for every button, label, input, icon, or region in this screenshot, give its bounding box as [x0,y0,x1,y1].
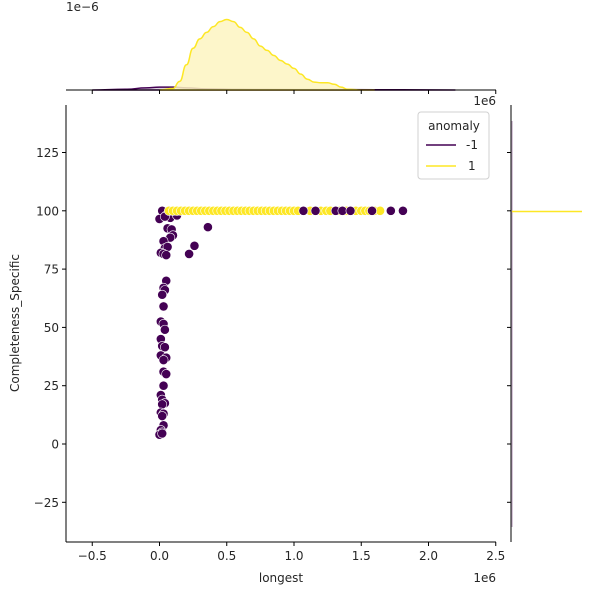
scatter-point [157,399,168,410]
scatter-point [189,240,200,251]
y-axis-ticks: −25 0 25 50 75 100 125 [34,146,66,510]
scatter-point [184,249,194,259]
y-tick-label: 50 [44,321,59,335]
y-tick-label: −25 [34,496,59,510]
scatter-point [367,205,377,216]
y-tick-label: 0 [51,438,59,452]
x-axis-ticks: −0.5 0.0 0.5 1.0 1.5 2.0 2.5 [78,542,505,563]
scatter-point [161,369,172,379]
scatter-point [157,289,168,300]
x-axis-offset-label: 1e6 [473,571,496,585]
top-marginal-ticks [91,90,497,94]
y-tick-label: 75 [44,263,59,277]
scatter-points [154,205,408,440]
legend-label-1: 1 [468,159,476,173]
scatter-point [158,301,169,312]
legend: anomaly -1 1 [417,111,490,180]
scatter-point [158,355,169,365]
main-scatter-axes: −0.5 0.0 0.5 1.0 1.5 2.0 2.5 −250255075100125 … [8,105,505,585]
scatter-point [385,205,396,216]
x-tick-label: 1.5 [352,549,371,563]
legend-title: anomaly [428,119,480,133]
y-tick-label: 25 [44,379,59,393]
scatter-point [161,250,172,261]
right-marginal-kde [507,105,582,542]
right-marginal-scale-label: 1e6 [473,94,496,108]
y-axis-label: Completeness_Specific [8,254,22,392]
scatter-point [398,205,408,216]
scatter-point [158,380,169,391]
x-axis-label: longest [259,571,304,585]
x-tick-label: 2.5 [486,549,505,563]
scatter-point [157,428,168,439]
x-tick-label: −0.5 [78,549,107,563]
y-tick-label: 100 [36,204,59,218]
scatter-point [310,205,321,216]
x-tick-label: 2.0 [419,549,438,563]
x-tick-label: 0.5 [217,549,236,563]
scatter-point [157,411,168,421]
scatter-point [203,222,213,233]
x-tick-label: 1.0 [284,549,303,563]
scatter-point [298,205,309,216]
top-marginal-kde: 1e−6 1e6 [66,0,497,108]
legend-label-neg1: -1 [466,138,478,152]
scatter-point [159,342,170,353]
top-marginal-scale-label: 1e−6 [66,0,99,14]
y-tick-label: 125 [36,146,59,160]
scatter-point [159,324,170,335]
x-tick-label: 0.0 [150,549,169,563]
kde-curve-anomaly-1 [159,18,375,91]
right-marginal-ticks [507,152,511,503]
scatter-point [345,205,356,216]
